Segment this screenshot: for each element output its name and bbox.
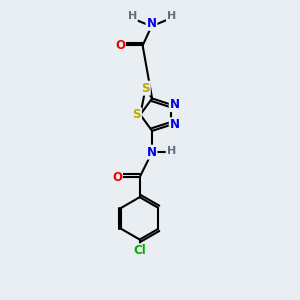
Text: S: S <box>141 82 150 95</box>
Text: H: H <box>167 11 176 21</box>
Text: O: O <box>112 171 122 184</box>
Text: Cl: Cl <box>133 244 146 257</box>
Text: N: N <box>146 17 157 30</box>
Text: N: N <box>146 146 157 159</box>
Text: N: N <box>170 118 180 131</box>
Text: O: O <box>115 39 125 52</box>
Text: S: S <box>133 108 141 121</box>
Text: H: H <box>128 11 137 21</box>
Text: H: H <box>167 146 176 156</box>
Text: N: N <box>170 98 180 111</box>
